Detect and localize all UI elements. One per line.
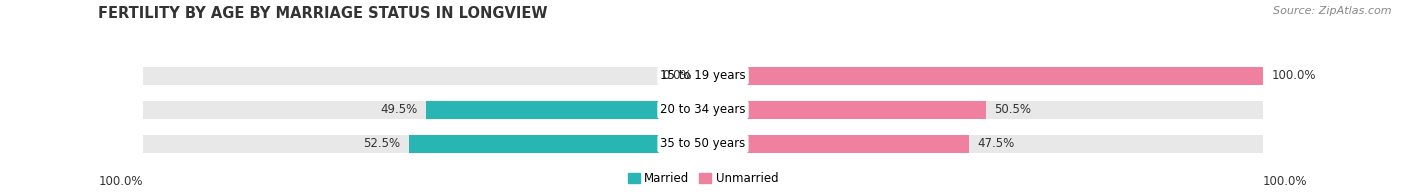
Bar [143,67,703,85]
Bar [143,101,703,119]
Bar [703,101,1263,119]
Bar [703,67,1263,85]
Legend: Married, Unmarried: Married, Unmarried [623,168,783,190]
Text: 49.5%: 49.5% [380,103,418,116]
Text: 35 to 50 years: 35 to 50 years [661,137,745,150]
Bar [703,101,986,119]
Text: Source: ZipAtlas.com: Source: ZipAtlas.com [1274,6,1392,16]
Text: 0.0%: 0.0% [662,69,692,82]
Text: 20 to 34 years: 20 to 34 years [661,103,745,116]
Bar [703,67,1263,85]
Bar [409,135,703,152]
Text: FERTILITY BY AGE BY MARRIAGE STATUS IN LONGVIEW: FERTILITY BY AGE BY MARRIAGE STATUS IN L… [98,6,548,21]
Text: 50.5%: 50.5% [994,103,1031,116]
Text: 100.0%: 100.0% [1263,175,1308,188]
Bar [143,135,703,152]
Text: 100.0%: 100.0% [98,175,143,188]
Text: 47.5%: 47.5% [977,137,1015,150]
Text: 52.5%: 52.5% [364,137,401,150]
Bar [703,135,1263,152]
Bar [703,135,969,152]
Text: 100.0%: 100.0% [1271,69,1316,82]
Bar [426,101,703,119]
Text: 15 to 19 years: 15 to 19 years [661,69,745,82]
